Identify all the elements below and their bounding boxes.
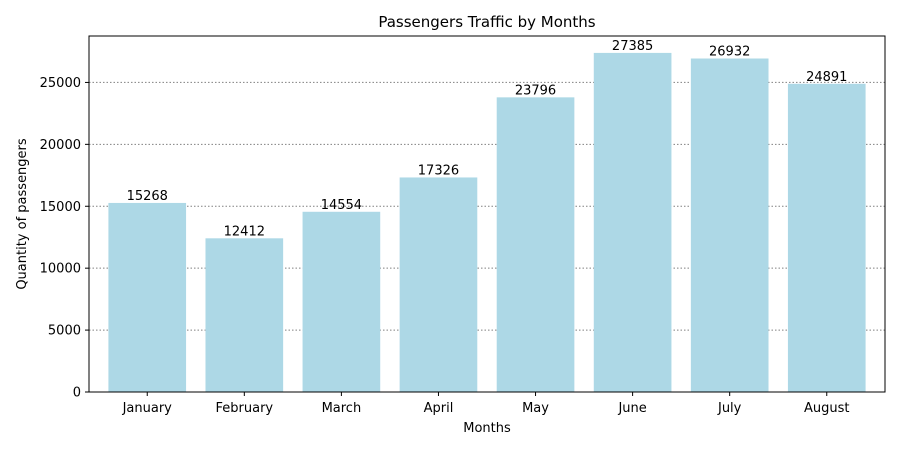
x-tick-label: August xyxy=(804,401,850,416)
y-axis-ticks: 0 5000 10000 15000 20000 25000 xyxy=(40,76,89,401)
y-tick-label: 25000 xyxy=(40,76,81,91)
x-tick-label: July xyxy=(717,401,742,416)
y-axis-label: Quantity of passengers xyxy=(15,138,30,290)
data-label: 23796 xyxy=(515,83,556,98)
x-axis-ticks: January February March April May June July Augu… xyxy=(122,392,850,416)
x-tick-label: June xyxy=(617,401,646,416)
bar-march xyxy=(302,211,381,392)
bar-august xyxy=(787,83,866,392)
plot-frame xyxy=(88,35,886,393)
data-label: 12412 xyxy=(224,224,265,239)
data-label: 14554 xyxy=(321,198,362,213)
data-label: 17326 xyxy=(418,163,459,178)
x-axis-label: Months xyxy=(463,421,511,436)
y-tick-label: 10000 xyxy=(40,262,81,277)
data-label: 24891 xyxy=(806,70,847,85)
x-tick-label: March xyxy=(322,401,362,416)
bar-june xyxy=(593,52,672,393)
chart-title: Passengers Traffic by Months xyxy=(378,13,595,31)
bars xyxy=(108,52,866,393)
y-tick-label: 20000 xyxy=(40,138,81,153)
bar-january xyxy=(108,202,187,392)
bar-april xyxy=(399,177,478,392)
x-tick-label: May xyxy=(522,401,549,416)
data-label: 27385 xyxy=(612,39,653,54)
x-tick-label: February xyxy=(216,401,274,416)
y-tick-label: 5000 xyxy=(48,324,81,339)
data-labels: 15268 12412 14554 17326 23796 27385 26932 24891 xyxy=(127,39,848,239)
bar-february xyxy=(205,238,284,392)
y-tick-label: 0 xyxy=(73,386,81,401)
data-label: 15268 xyxy=(127,189,168,204)
bar-july xyxy=(690,58,769,392)
x-tick-label: April xyxy=(424,401,454,416)
data-label: 26932 xyxy=(709,45,750,60)
y-tick-label: 15000 xyxy=(40,200,81,215)
x-tick-label: January xyxy=(122,401,173,416)
bar-may xyxy=(496,97,575,392)
